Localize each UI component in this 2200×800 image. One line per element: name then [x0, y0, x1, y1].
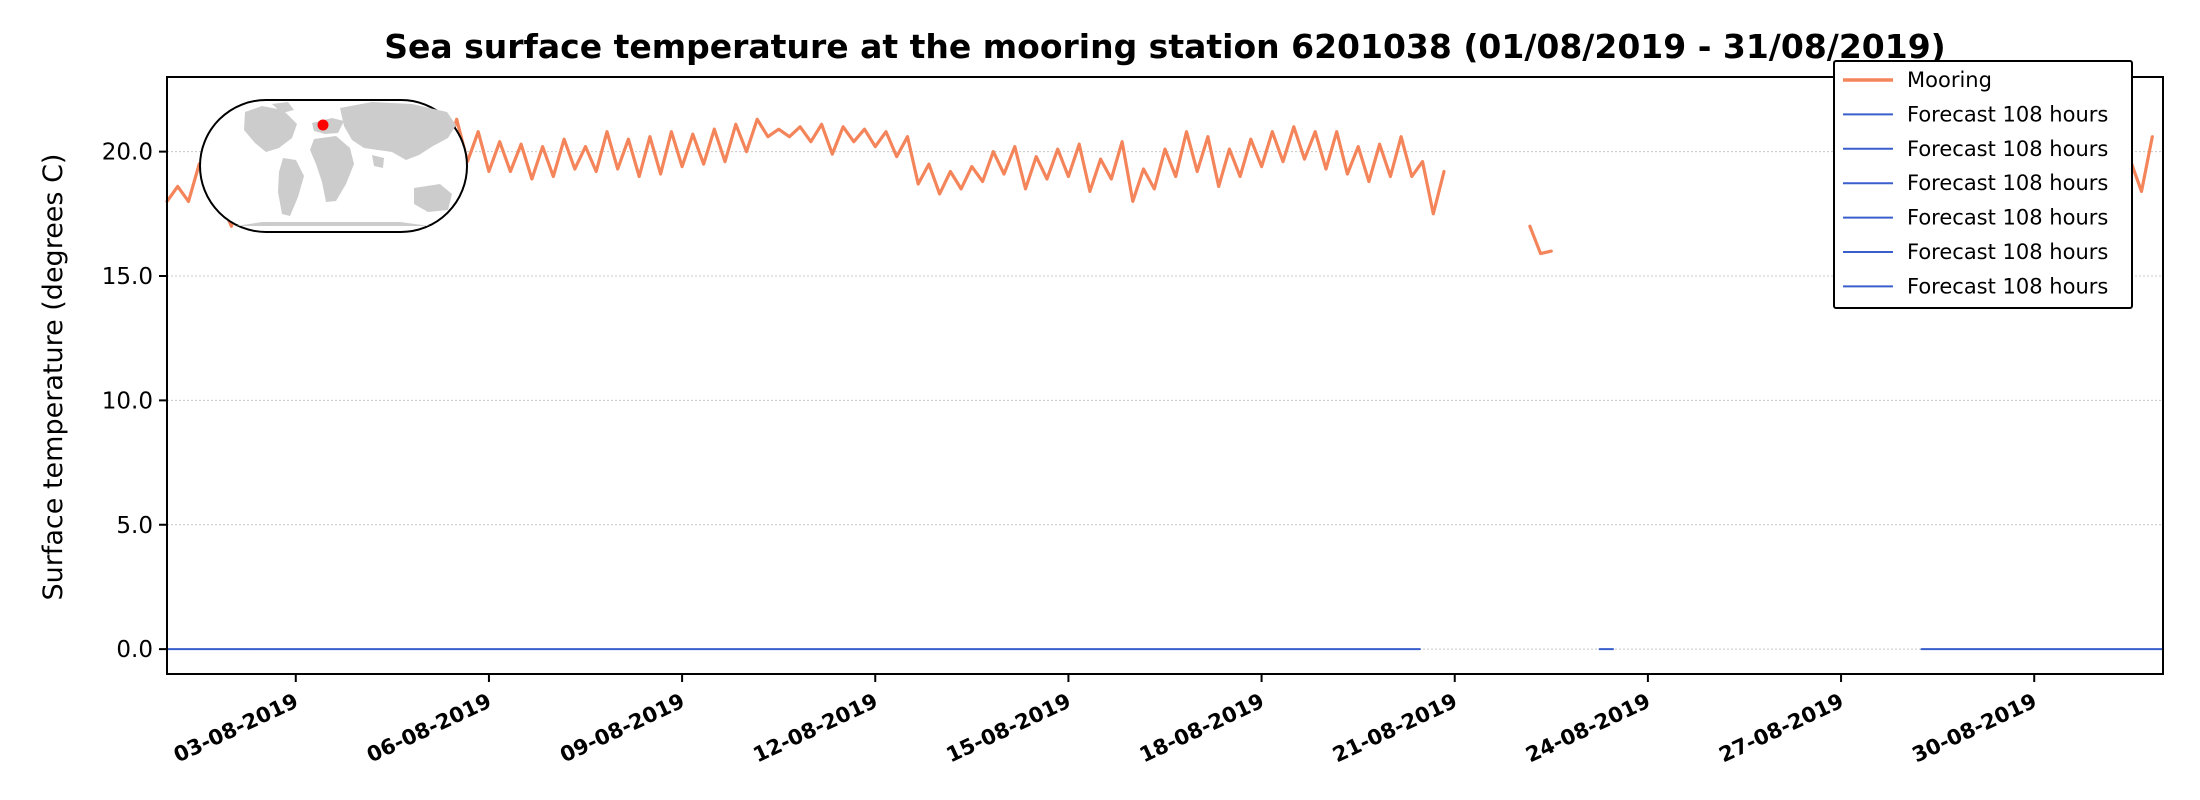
- y-tick-label: 10.0: [102, 388, 153, 414]
- legend-label: Forecast 108 hours: [1907, 206, 2108, 230]
- station-marker: [317, 119, 329, 131]
- world-map-inset: [199, 99, 468, 233]
- legend: Mooring Forecast 108 hours Forecast 108 ho…: [1833, 60, 2133, 309]
- x-tick-label: 15-08-2019: [943, 689, 1075, 768]
- x-tick-label: 27-08-2019: [1715, 689, 1847, 768]
- legend-label: Forecast 108 hours: [1907, 102, 2108, 126]
- y-tick-label: 15.0: [102, 264, 153, 290]
- x-tick-label: 12-08-2019: [749, 689, 881, 768]
- y-axis: 0.0 5.0 10.0 15.0 20.0: [102, 140, 167, 663]
- x-tick-label: 30-08-2019: [1908, 689, 2040, 768]
- x-tick-label: 03-08-2019: [170, 689, 302, 768]
- x-tick-label: 18-08-2019: [1136, 689, 1268, 768]
- plot-frame: [166, 76, 2164, 675]
- chart-title: Sea surface temperature at the mooring s…: [384, 27, 1946, 66]
- x-tick-label: 24-08-2019: [1522, 689, 1654, 768]
- legend-label: Forecast 108 hours: [1907, 274, 2108, 298]
- y-axis-label: Surface temperature (degrees C): [38, 154, 69, 601]
- y-tick-label: 0.0: [116, 637, 153, 663]
- y-tick-label: 5.0: [116, 513, 153, 539]
- legend-label: Forecast 108 hours: [1907, 171, 2108, 195]
- x-tick-label: 21-08-2019: [1329, 689, 1461, 768]
- legend-label: Forecast 108 hours: [1907, 240, 2108, 264]
- legend-label: Forecast 108 hours: [1907, 137, 2108, 161]
- x-axis: 03-08-2019 06-08-2019 09-08-2019 12-08-2019…: [170, 674, 2040, 767]
- legend-label: Mooring: [1907, 68, 1992, 92]
- y-tick-label: 20.0: [102, 140, 153, 166]
- mooring-line: [1528, 224, 1553, 256]
- x-tick-label: 09-08-2019: [556, 689, 688, 768]
- x-tick-label: 06-08-2019: [363, 689, 495, 768]
